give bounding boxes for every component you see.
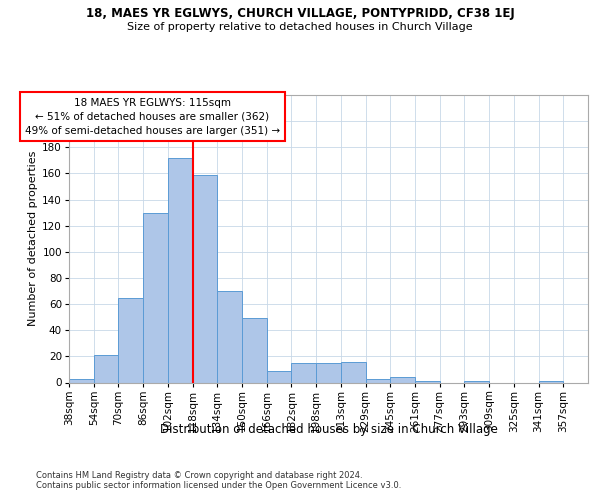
Bar: [464, 381, 489, 382]
Bar: [267, 370, 292, 382]
Text: Distribution of detached houses by size in Church Village: Distribution of detached houses by size …: [160, 422, 498, 436]
Bar: [143, 212, 168, 382]
Bar: [341, 362, 365, 382]
Bar: [242, 318, 267, 382]
Text: 18, MAES YR EGLWYS, CHURCH VILLAGE, PONTYPRIDD, CF38 1EJ: 18, MAES YR EGLWYS, CHURCH VILLAGE, PONT…: [86, 8, 514, 20]
Bar: [316, 363, 341, 382]
Bar: [118, 298, 143, 382]
Bar: [292, 363, 316, 382]
Bar: [539, 381, 563, 382]
Bar: [365, 378, 390, 382]
Text: Contains HM Land Registry data © Crown copyright and database right 2024.: Contains HM Land Registry data © Crown c…: [36, 471, 362, 480]
Y-axis label: Number of detached properties: Number of detached properties: [28, 151, 38, 326]
Bar: [390, 378, 415, 382]
Text: Size of property relative to detached houses in Church Village: Size of property relative to detached ho…: [127, 22, 473, 32]
Bar: [94, 355, 118, 382]
Bar: [415, 381, 440, 382]
Bar: [168, 158, 193, 382]
Bar: [69, 378, 94, 382]
Text: Contains public sector information licensed under the Open Government Licence v3: Contains public sector information licen…: [36, 481, 401, 490]
Text: 18 MAES YR EGLWYS: 115sqm
← 51% of detached houses are smaller (362)
49% of semi: 18 MAES YR EGLWYS: 115sqm ← 51% of detac…: [25, 98, 280, 136]
Bar: [217, 291, 242, 382]
Bar: [193, 174, 217, 382]
